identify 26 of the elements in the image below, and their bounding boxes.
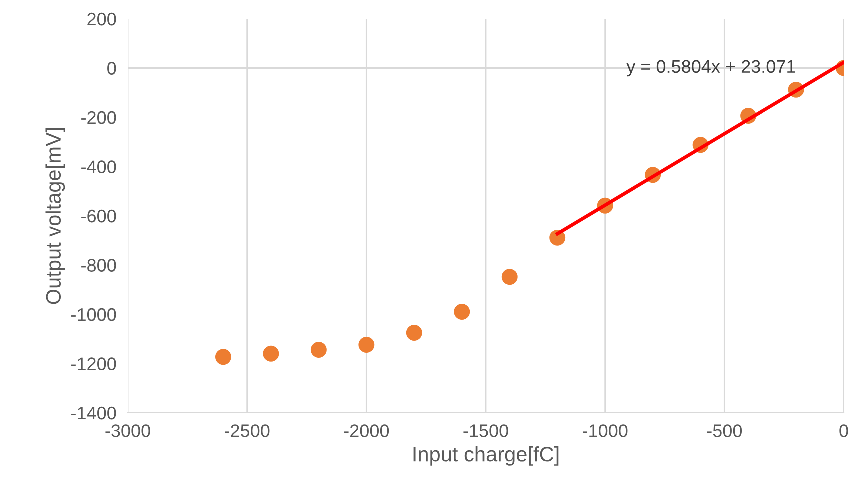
- point: [215, 349, 232, 366]
- point: [406, 324, 422, 341]
- point: [502, 269, 518, 286]
- y-tick-label: -1400: [72, 406, 116, 420]
- point: [263, 346, 280, 362]
- x-axis-title: Input charge[fC]: [414, 446, 559, 466]
- annotation: y = 0.5804x + 23.071: [626, 60, 796, 77]
- y-tick-label: -1200: [72, 358, 116, 370]
- x-tick-label: -2000: [344, 424, 390, 438]
- point: [310, 342, 327, 358]
- x-tick-label: -1000: [583, 424, 628, 438]
- y-axis-title: Output voltage[mV]: [46, 128, 66, 304]
- x-tick-label: 0: [840, 424, 848, 438]
- x-tick-label: -3000: [106, 424, 150, 438]
- y-tick-label: -200: [82, 111, 116, 124]
- x-tick-label: -500: [707, 424, 742, 438]
- y-tick-label: -400: [82, 160, 116, 174]
- y-tick-label: 200: [88, 12, 116, 26]
- y-tick-label: 0: [108, 62, 116, 75]
- point: [454, 304, 470, 320]
- y-tick-label: -1000: [72, 308, 116, 322]
- x-tick-label: -2500: [225, 424, 270, 438]
- y-tick-label: -600: [82, 210, 116, 223]
- x-tick-label: -1500: [464, 424, 508, 438]
- y-tick-label: -800: [82, 259, 116, 272]
- point: [358, 337, 375, 354]
